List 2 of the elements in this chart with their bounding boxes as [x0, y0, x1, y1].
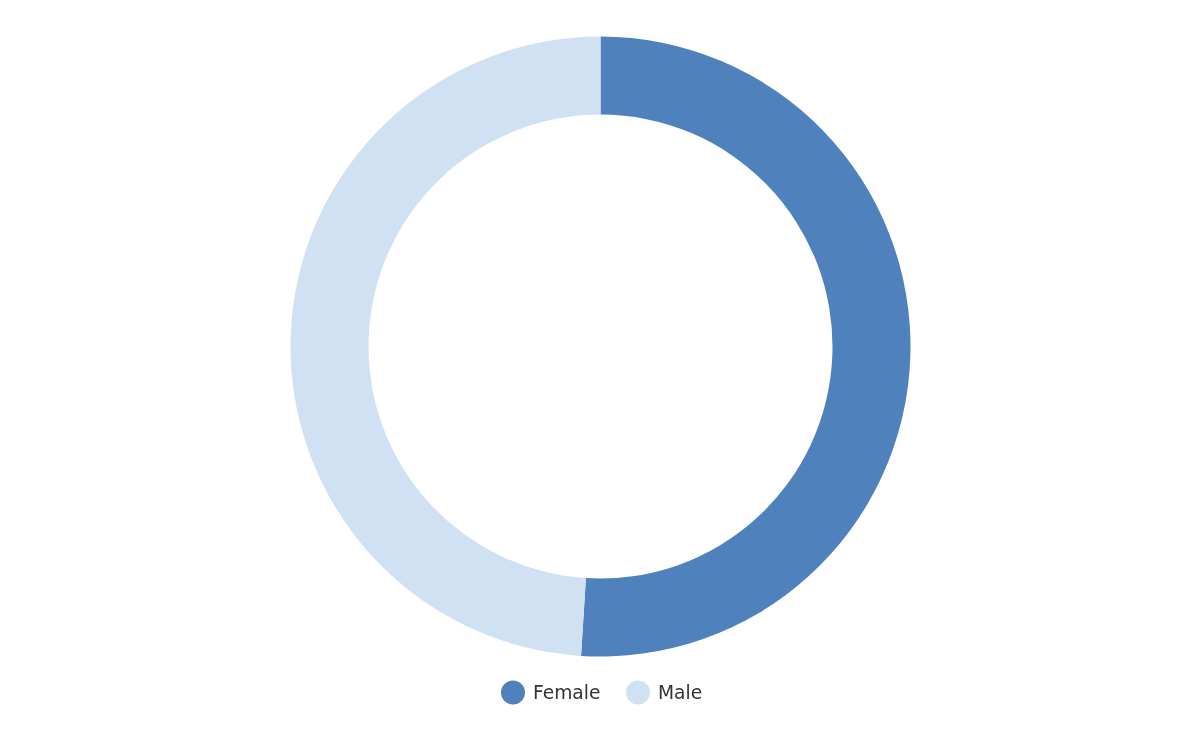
legend-label: Female [533, 682, 601, 703]
legend-label: Male [658, 682, 703, 703]
